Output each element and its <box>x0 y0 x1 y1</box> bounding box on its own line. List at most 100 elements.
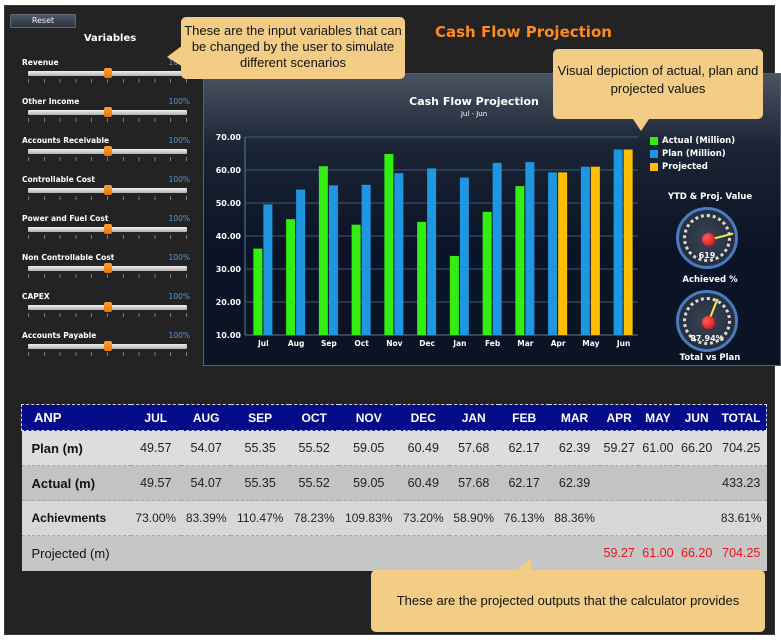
x-tick-label: Oct <box>354 339 369 348</box>
slider-thumb[interactable] <box>103 146 112 156</box>
x-tick-label: Jul <box>257 339 269 348</box>
table-cell: 76.13% <box>498 500 550 536</box>
table-cell <box>448 535 499 571</box>
row-label: Plan (m) <box>21 430 131 466</box>
bar-plan-jun[interactable] <box>613 149 623 335</box>
bar-actual-dec[interactable] <box>417 221 427 335</box>
variable-value: 100% <box>168 136 190 145</box>
legend-item: Actual (Million) <box>650 134 735 147</box>
x-tick-label: Jun <box>616 339 630 348</box>
gauge-value: 87.94% <box>690 334 724 343</box>
slider-thumb[interactable] <box>103 341 112 351</box>
column-header: JAN <box>448 404 499 431</box>
bar-plan-mar[interactable] <box>525 162 535 335</box>
table-cell: 88.36% <box>549 500 600 536</box>
bar-actual-jul[interactable] <box>253 248 263 335</box>
table-row: Achievments 73.00% 83.39% 110.47% 78.23% 109.… <box>21 500 767 536</box>
bar-actual-jan[interactable] <box>449 255 459 335</box>
variable-label: Accounts Payable <box>22 331 97 340</box>
bar-projected-may[interactable] <box>590 166 600 335</box>
table-cell <box>231 535 289 571</box>
variable-label: Revenue <box>22 58 59 67</box>
table-cell: 61.00 <box>638 535 678 571</box>
table-cell: 704.25 <box>716 430 767 466</box>
slider-thumb[interactable] <box>103 302 112 312</box>
table-cell: 57.68 <box>448 430 499 466</box>
table-row: Actual (m) 49.57 54.07 55.35 55.52 59.05 60.49… <box>21 465 767 501</box>
gauge-ticks <box>683 214 731 262</box>
column-header: JUN <box>677 404 717 431</box>
table-cell: 55.35 <box>231 430 289 466</box>
bar-actual-mar[interactable] <box>515 186 525 335</box>
slider-ticks <box>28 118 187 122</box>
chart-subtitle: Jul - Jun <box>460 110 488 118</box>
table-cell: 83.61% <box>716 500 767 536</box>
variable-other-income: Other Income 100% <box>22 97 190 127</box>
table-cell: 704.25 <box>716 535 767 571</box>
table-cell: 54.07 <box>180 465 232 501</box>
bar-plan-aug[interactable] <box>296 189 306 335</box>
bar-actual-sep[interactable] <box>318 166 328 335</box>
reset-button[interactable]: Reset <box>10 14 76 28</box>
y-tick-label: 40.00 <box>216 232 242 241</box>
row-label: Projected (m) <box>21 535 131 571</box>
table-cell: 55.52 <box>288 465 340 501</box>
bar-actual-nov[interactable] <box>384 153 394 335</box>
table-cell: 49.57 <box>130 465 181 501</box>
table-cell: 55.52 <box>288 430 340 466</box>
column-header: FEB <box>498 404 550 431</box>
table-cell <box>677 465 717 501</box>
bar-plan-apr[interactable] <box>548 172 558 335</box>
bar-projected-apr[interactable] <box>558 172 568 335</box>
page-title: Cash Flow Projection <box>435 23 612 41</box>
column-header: JUL <box>130 404 181 431</box>
slider-ticks <box>28 196 187 200</box>
slider-ticks <box>28 235 187 239</box>
bar-plan-jul[interactable] <box>263 204 273 335</box>
legend-item: Projected <box>650 160 735 173</box>
table-cell <box>599 465 639 501</box>
ytd-gauge: 619 <box>676 207 738 269</box>
slider-thumb[interactable] <box>103 107 112 117</box>
x-tick-label: Nov <box>386 339 402 348</box>
gauge-footer: Total vs Plan <box>679 353 741 363</box>
bar-plan-dec[interactable] <box>427 168 437 335</box>
bar-plan-nov[interactable] <box>394 173 404 335</box>
table-cell: 55.35 <box>231 465 289 501</box>
variable-value: 100% <box>168 331 190 340</box>
variable-value: 100% <box>168 97 190 106</box>
slider-thumb[interactable] <box>103 263 112 273</box>
legend-label: Plan (Million) <box>662 148 726 159</box>
column-header: DEC <box>398 404 449 431</box>
variable-label: Other Income <box>22 97 80 106</box>
row-label: Achievments <box>21 500 131 536</box>
table-cell: 73.00% <box>130 500 181 536</box>
variable-label: CAPEX <box>22 292 50 301</box>
slider-thumb[interactable] <box>103 185 112 195</box>
column-header: MAY <box>638 404 678 431</box>
table-row: Projected (m) 59.27 61.00 66.20 704.25 <box>21 535 767 571</box>
bar-plan-feb[interactable] <box>492 162 502 335</box>
table-cell <box>638 465 678 501</box>
table-cell: 73.20% <box>398 500 449 536</box>
table-cell: 59.05 <box>339 465 399 501</box>
bar-actual-aug[interactable] <box>286 219 296 335</box>
bar-actual-oct[interactable] <box>351 224 361 335</box>
bar-projected-jun[interactable] <box>623 149 633 335</box>
slider-thumb[interactable] <box>103 224 112 234</box>
bar-plan-sep[interactable] <box>328 185 338 335</box>
bar-plan-oct[interactable] <box>361 184 371 335</box>
bar-plan-jan[interactable] <box>459 177 469 335</box>
table-cell: 57.68 <box>448 465 499 501</box>
slider-thumb[interactable] <box>103 68 112 78</box>
variable-value: 100% <box>168 292 190 301</box>
table-cell: 110.47% <box>231 500 289 536</box>
y-tick-label: 10.00 <box>216 331 242 340</box>
bar-actual-feb[interactable] <box>482 211 492 335</box>
slider-ticks <box>28 79 187 83</box>
inputs-callout: These are the input variables that can b… <box>167 17 405 79</box>
bar-plan-may[interactable] <box>580 166 590 335</box>
variable-power-and-fuel-cost: Power and Fuel Cost 100% <box>22 214 190 244</box>
table-cell: 62.17 <box>498 430 550 466</box>
table-cell: 78.23% <box>288 500 340 536</box>
